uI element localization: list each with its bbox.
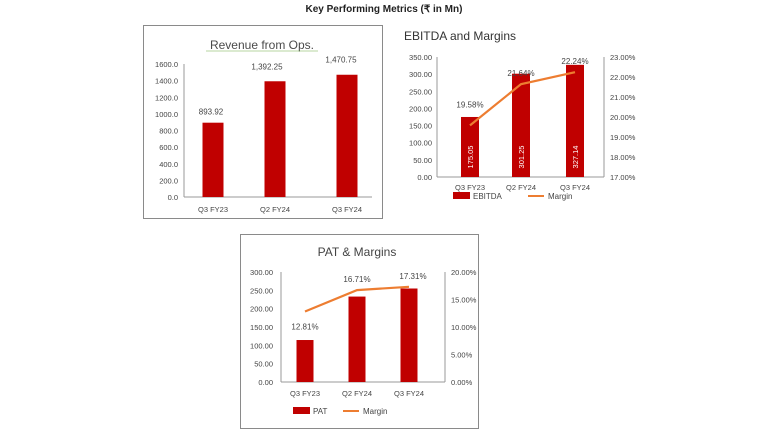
bar bbox=[512, 73, 530, 177]
y-tick-label: 1000.0 bbox=[155, 110, 178, 119]
bar bbox=[202, 122, 224, 197]
chart-title: Revenue from Ops. bbox=[210, 38, 314, 52]
margin-data-label: 17.31% bbox=[399, 272, 426, 281]
y2-tick-label: 0.00% bbox=[451, 378, 473, 387]
margin-data-label: 19.58% bbox=[456, 100, 483, 109]
y2-tick-label: 15.00% bbox=[451, 296, 477, 305]
bar-data-label: 175.05 bbox=[466, 146, 475, 169]
legend-label: Margin bbox=[363, 407, 387, 416]
legend-swatch-bar bbox=[293, 407, 310, 414]
y-tick-label: 200.00 bbox=[409, 104, 432, 113]
y2-tick-label: 23.00% bbox=[610, 53, 636, 62]
y-tick-label: 300.00 bbox=[409, 70, 432, 79]
x-tick-label: Q3 FY24 bbox=[560, 183, 590, 192]
margin-data-label: 22.24% bbox=[561, 57, 588, 66]
y-tick-label: 250.00 bbox=[250, 286, 273, 295]
y-tick-label: 0.0 bbox=[168, 193, 178, 202]
y-tick-label: 100.00 bbox=[409, 139, 432, 148]
bar bbox=[296, 340, 314, 382]
bar-data-label: 301.25 bbox=[517, 146, 526, 169]
y-tick-label: 600.0 bbox=[159, 143, 178, 152]
pat-chart-panel bbox=[240, 234, 479, 429]
bar bbox=[400, 288, 418, 382]
y-tick-label: 200.0 bbox=[159, 176, 178, 185]
bar-data-label: 1,392.25 bbox=[251, 62, 283, 71]
y2-tick-label: 20.00% bbox=[610, 113, 636, 122]
revenue-chart-panel bbox=[143, 25, 383, 219]
y-tick-label: 300.00 bbox=[250, 268, 273, 277]
x-tick-label: Q3 FY24 bbox=[332, 205, 362, 214]
y-tick-label: 400.0 bbox=[159, 160, 178, 169]
x-tick-label: Q3 FY23 bbox=[455, 183, 485, 192]
bar-data-label: 893.92 bbox=[199, 108, 224, 117]
y2-tick-label: 19.00% bbox=[610, 133, 636, 142]
y-tick-label: 250.00 bbox=[409, 87, 432, 96]
y-tick-label: 100.00 bbox=[250, 341, 273, 350]
x-tick-label: Q3 FY23 bbox=[198, 205, 228, 214]
legend-label: Margin bbox=[548, 192, 572, 201]
y-tick-label: 800.0 bbox=[159, 127, 178, 136]
y-tick-label: 150.00 bbox=[250, 323, 273, 332]
margin-data-label: 21.64% bbox=[507, 69, 534, 78]
y-tick-label: 200.00 bbox=[250, 305, 273, 314]
x-tick-label: Q2 FY24 bbox=[260, 205, 290, 214]
y2-tick-label: 20.00% bbox=[451, 268, 477, 277]
y2-tick-label: 17.00% bbox=[610, 173, 636, 182]
y-tick-label: 1400.0 bbox=[155, 77, 178, 86]
bar bbox=[264, 81, 286, 197]
y-tick-label: 0.00 bbox=[417, 173, 432, 182]
legend-label: PAT bbox=[313, 407, 327, 416]
x-tick-label: Q3 FY24 bbox=[394, 389, 424, 398]
margin-data-label: 16.71% bbox=[343, 275, 370, 284]
y-tick-label: 1200.0 bbox=[155, 93, 178, 102]
bar bbox=[566, 64, 584, 177]
y-tick-label: 50.00 bbox=[413, 156, 432, 165]
y-tick-label: 150.00 bbox=[409, 122, 432, 131]
y2-tick-label: 21.00% bbox=[610, 93, 636, 102]
bar bbox=[348, 296, 366, 382]
x-tick-label: Q3 FY23 bbox=[290, 389, 320, 398]
bar-data-label: 327.14 bbox=[571, 146, 580, 169]
y-tick-label: 50.00 bbox=[254, 360, 273, 369]
y2-tick-label: 18.00% bbox=[610, 153, 636, 162]
margin-data-label: 12.81% bbox=[291, 323, 318, 332]
x-tick-label: Q2 FY24 bbox=[342, 389, 372, 398]
chart-title: EBITDA and Margins bbox=[404, 29, 516, 43]
y2-tick-label: 5.00% bbox=[451, 351, 473, 360]
bar-data-label: 1,470.75 bbox=[325, 56, 357, 65]
legend-swatch-bar bbox=[453, 192, 470, 199]
x-tick-label: Q2 FY24 bbox=[506, 183, 536, 192]
y2-tick-label: 22.00% bbox=[610, 73, 636, 82]
bar bbox=[336, 74, 358, 197]
legend-label: EBITDA bbox=[473, 192, 503, 201]
chart-title: PAT & Margins bbox=[318, 245, 397, 259]
y-tick-label: 1600.0 bbox=[155, 60, 178, 69]
y-tick-label: 0.00 bbox=[258, 378, 273, 387]
main-title: Key Performing Metrics (₹ in Mn) bbox=[305, 4, 463, 15]
bar bbox=[461, 116, 479, 177]
y2-tick-label: 10.00% bbox=[451, 323, 477, 332]
y-tick-label: 350.00 bbox=[409, 53, 432, 62]
